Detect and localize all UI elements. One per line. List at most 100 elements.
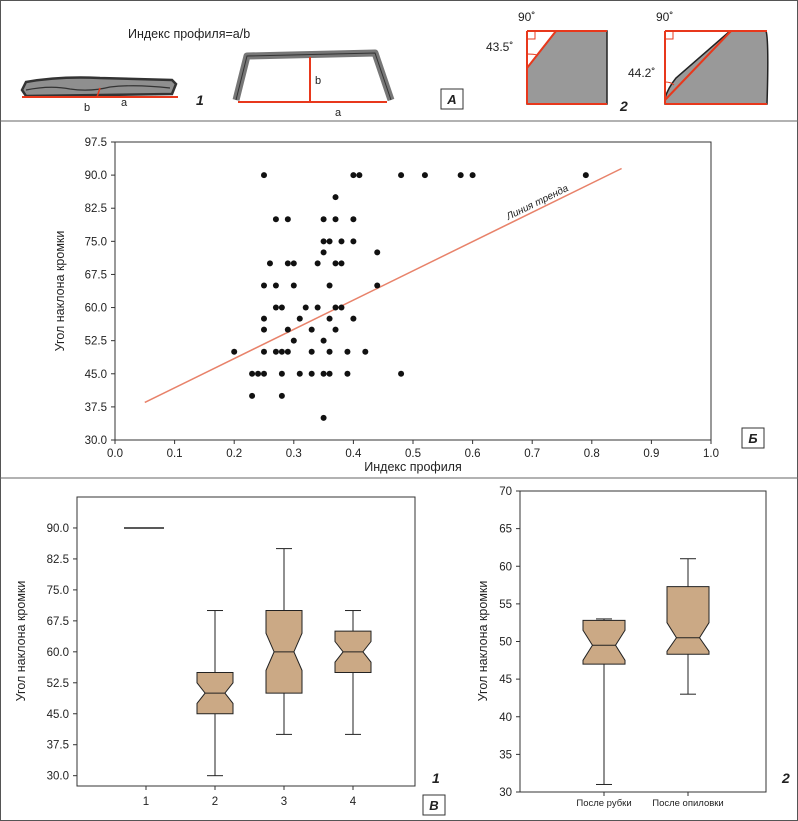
scatter-point [320,238,327,245]
edge-angle-2-shape [664,30,769,105]
boxplot-2-y-axis: 30 35 40 45 50 55 60 65 70 [499,486,520,799]
boxplot-1-y-tick-label: 82.5 [47,554,69,566]
boxplot-1-y-tick-label: 30.0 [47,771,69,783]
scatter-point [582,172,589,179]
scatter-point [308,370,315,377]
boxplot-1-y-tick-label: 37.5 [47,740,69,752]
scatter-point [231,348,238,355]
scatter-y-tick-label: 37.5 [85,402,107,414]
boxplot-1-y-tick-label: 67.5 [47,616,69,628]
boxplot-1-x-axis: 1 2 3 4 [143,786,357,808]
scatter-point [320,370,327,377]
scatter-points [231,172,589,421]
scatter-point [421,172,428,179]
scatter-x-tick-label: 0.1 [167,448,183,460]
edge-angle-1-right-mark [526,31,536,40]
boxplot-2-boxes [582,558,710,785]
boxplot-1-y-tick-label: 75.0 [47,585,69,597]
scatter-point [278,304,285,311]
scatter-point [320,249,327,256]
boxplot-1-y-tick-label: 60.0 [47,647,69,659]
scatter-point [326,282,333,289]
edge-angle-1-value: 43.5˚ [486,40,513,54]
boxplot-1-y-label: Угол наклона кромки [14,581,28,702]
scatter-x-tick-label: 0.0 [107,448,123,460]
scatter-point [350,216,357,223]
edge-angle-1-slope [526,30,557,69]
scatter-x-tick-label: 0.9 [643,448,659,460]
panel-a-number-2: 2 [619,98,628,114]
scatter-point [284,216,291,223]
scatter-point [338,238,345,245]
flat-profile-height-b [96,87,101,98]
flat-profile-inner [25,85,171,91]
scatter-point [362,348,369,355]
scatter-point [457,172,464,179]
boxplot-2-x-tick-label: После рубки [576,798,631,809]
scatter-point [261,326,267,333]
boxplot-2-y-tick-label: 55 [499,599,512,611]
boxplot-1-x-tick-label: 2 [212,796,218,808]
scatter-point [261,282,267,289]
scatter-point [261,370,267,377]
edge-angle-2-value: 44.2˚ [628,66,655,80]
scatter-x-tick-label: 0.2 [226,448,242,460]
edge-angle-1-arc [526,53,538,56]
scatter-x-tick-label: 0.5 [405,448,421,460]
scatter-point [469,172,476,179]
scatter-point [332,260,339,267]
flat-label-a: a [121,97,128,109]
scatter-y-tick-label: 60.0 [85,303,107,315]
scatter-point [249,370,256,377]
scatter-point [344,370,351,377]
scatter-point [314,304,321,311]
boxplot-1-y-axis: 30.0 37.5 45.0 52.5 60.0 67.5 75.0 82.5 90.0 [47,523,77,783]
panel-v-label: В [429,798,438,813]
scatter-point [332,194,339,201]
scatter-point [302,304,309,311]
scatter-y-tick-label: 82.5 [85,203,107,215]
edge-angle-2-arc [664,81,675,86]
scatter-x-tick-label: 0.8 [584,448,600,460]
scatter-point [374,282,381,289]
scatter-point [398,370,405,377]
boxplot-2-x-axis: После рубки После опиловки [576,792,724,809]
boxplot-1-boxes [124,527,372,777]
edge-angle-2-right-mark [664,31,674,40]
scatter-point [261,172,267,179]
boxplot-2-y-tick-label: 65 [499,524,512,536]
trend-line [144,167,622,404]
scatter-x-label: Индекс профиля [364,460,461,474]
scatter-point [284,348,291,355]
scatter-point [290,282,297,289]
scatter-y-tick-label: 67.5 [85,269,107,281]
scatter-point [278,370,285,377]
boxplot-2-y-tick-label: 30 [499,787,512,799]
panel-a: Индекс профиля=a/b b a 1 b a А 90˚ 43.5˚… [20,10,769,119]
scatter-x-tick-label: 0.6 [465,448,481,460]
scatter-point [296,315,303,322]
scatter-point [326,370,333,377]
panel-a-number-1: 1 [196,92,204,108]
scatter-point [332,216,339,223]
scatter-plot-frame [114,141,712,441]
scatter-x-tick-label: 1.0 [703,448,719,460]
scatter-y-tick-label: 90.0 [85,170,107,182]
boxplot-2-x-tick-label: После опиловки [652,798,724,809]
scatter-point [374,249,381,256]
panel-v1: 30.0 37.5 45.0 52.5 60.0 67.5 75.0 82.5 90.0 1 2 3… [14,496,446,816]
scatter-point [320,216,327,223]
flat-label-b: b [84,102,90,114]
scatter-point [284,326,291,333]
panel-b-label-box [741,427,765,449]
scatter-y-tick-label: 97.5 [85,137,107,149]
scatter-x-tick-label: 0.3 [286,448,302,460]
scatter-point [350,172,357,179]
boxplot-2-y-tick-label: 50 [499,637,512,649]
boxplot-2-y-tick-label: 70 [499,486,512,498]
flat-profile-shape [20,76,178,98]
trapezoid-label-b: b [315,75,321,87]
boxplot-1-x-tick-label: 4 [350,796,357,808]
scatter-point [261,315,267,322]
